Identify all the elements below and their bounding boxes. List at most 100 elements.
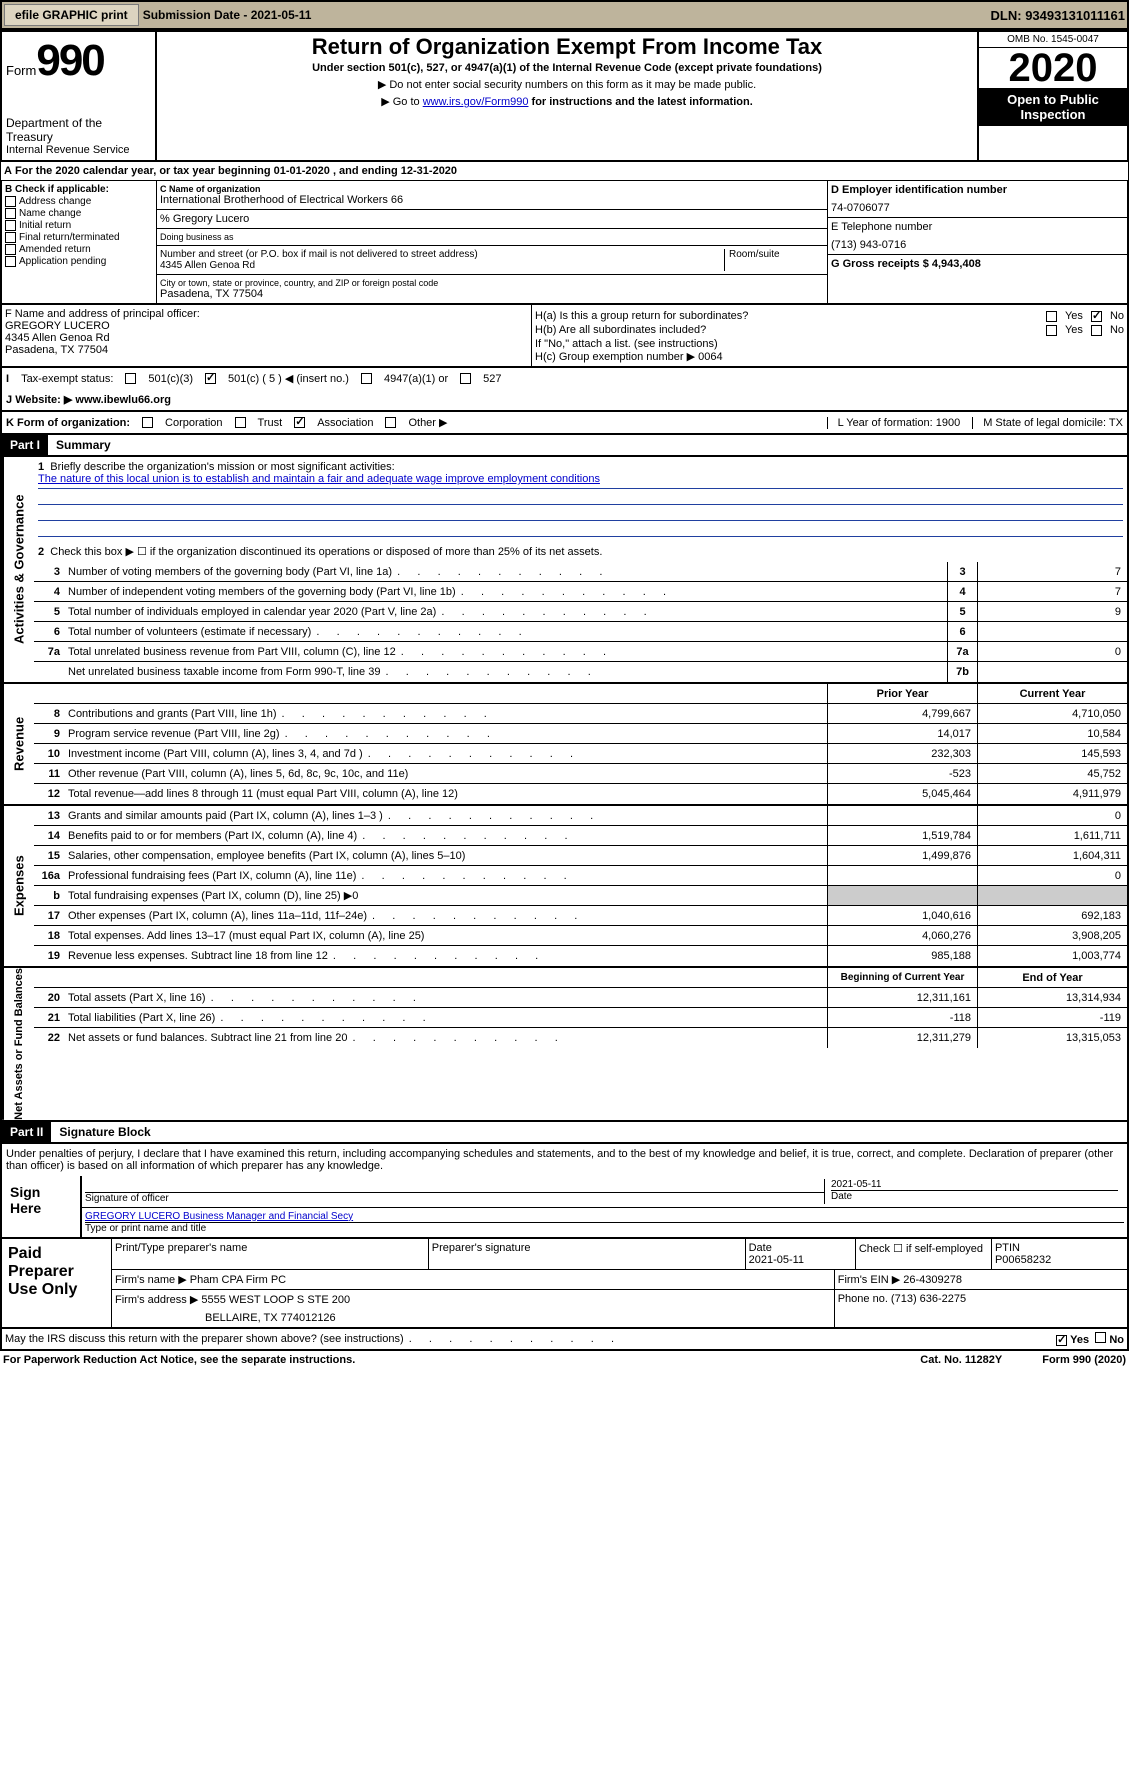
- firm-phone: Phone no. (713) 636-2275: [835, 1290, 1127, 1327]
- r20-end: 13,314,934: [977, 988, 1127, 1007]
- r19-current: 1,003,774: [977, 946, 1127, 966]
- r19-prior: 985,188: [827, 946, 977, 966]
- r13-prior: [827, 806, 977, 825]
- corp-checkbox[interactable]: [142, 417, 153, 428]
- phone-label: E Telephone number: [831, 221, 1124, 233]
- begin-year-header: Beginning of Current Year: [827, 968, 977, 987]
- officer-addr1: 4345 Allen Genoa Rd: [5, 332, 528, 344]
- part-i-header: Part I Summary: [0, 435, 1129, 457]
- section-fgh: F Name and address of principal officer:…: [0, 305, 1129, 368]
- dba-label: Doing business as: [160, 232, 824, 242]
- line-j: J Website: ▶ www.ibewlu66.org: [0, 389, 1129, 412]
- officer-label: F Name and address of principal officer:: [5, 308, 528, 320]
- org-name-label: C Name of organization: [160, 184, 824, 194]
- line-i: I Tax-exempt status: 501(c)(3) 501(c) ( …: [0, 368, 1129, 389]
- revenue-section: Revenue Prior YearCurrent Year 8Contribu…: [0, 684, 1129, 806]
- city-label: City or town, state or province, country…: [160, 278, 824, 288]
- side-expenses: Expenses: [2, 806, 34, 966]
- expenses-section: Expenses 13Grants and similar amounts pa…: [0, 806, 1129, 968]
- end-year-header: End of Year: [977, 968, 1127, 987]
- r8-prior: 4,799,667: [827, 704, 977, 723]
- r22-end: 13,315,053: [977, 1028, 1127, 1048]
- r20-begin: 12,311,161: [827, 988, 977, 1007]
- line3-label: Number of voting members of the governin…: [64, 564, 947, 580]
- other-checkbox[interactable]: [385, 417, 396, 428]
- goto-note: ▶ Go to www.irs.gov/Form990 for instruct…: [159, 95, 975, 108]
- org-name: International Brotherhood of Electrical …: [160, 194, 824, 206]
- ha-no-checkbox[interactable]: [1091, 311, 1102, 322]
- line4-label: Number of independent voting members of …: [64, 584, 947, 600]
- line6-value: [977, 622, 1127, 641]
- website: Website: ▶ www.ibewlu66.org: [15, 394, 171, 406]
- signature-block: Under penalties of perjury, I declare th…: [0, 1144, 1129, 1239]
- hb-yes-checkbox[interactable]: [1046, 325, 1057, 336]
- paid-preparer-label: Paid Preparer Use Only: [2, 1239, 112, 1327]
- ha-yes-checkbox[interactable]: [1046, 311, 1057, 322]
- firm-name: Firm's name ▶ Pham CPA Firm PC: [112, 1270, 835, 1289]
- r8-current: 4,710,050: [977, 704, 1127, 723]
- r21-begin: -118: [827, 1008, 977, 1027]
- r14-current: 1,611,711: [977, 826, 1127, 845]
- name-change-checkbox[interactable]: [5, 208, 16, 219]
- r17-current: 692,183: [977, 906, 1127, 925]
- discuss-no-checkbox[interactable]: [1095, 1332, 1106, 1343]
- officer-addr2: Pasadena, TX 77504: [5, 344, 528, 356]
- ha-label: H(a) Is this a group return for subordin…: [535, 310, 1038, 322]
- discuss-yes-checkbox[interactable]: [1056, 1335, 1067, 1346]
- r9-current: 10,584: [977, 724, 1127, 743]
- form-subtitle: Under section 501(c), 527, or 4947(a)(1)…: [159, 62, 975, 74]
- 4947-checkbox[interactable]: [361, 373, 372, 384]
- submission-date: Submission Date - 2021-05-11: [143, 8, 312, 22]
- form-header: Form 990 Department of the Treasury Inte…: [0, 30, 1129, 162]
- gross-receipts: G Gross receipts $ 4,943,408: [828, 255, 1127, 273]
- mission-text[interactable]: The nature of this local union is to est…: [38, 473, 600, 485]
- line7b-label: Net unrelated business taxable income fr…: [64, 664, 947, 680]
- 501c3-checkbox[interactable]: [125, 373, 136, 384]
- ein-label: D Employer identification number: [831, 184, 1124, 196]
- 527-checkbox[interactable]: [460, 373, 471, 384]
- self-employed-check: Check ☐ if self-employed: [856, 1239, 992, 1269]
- city-state-zip: Pasadena, TX 77504: [160, 288, 824, 300]
- r16a-prior: [827, 866, 977, 885]
- hb-no-checkbox[interactable]: [1091, 325, 1102, 336]
- line2-text: Check this box ▶ ☐ if the organization d…: [50, 546, 602, 558]
- r9-prior: 14,017: [827, 724, 977, 743]
- line5-value: 9: [977, 602, 1127, 621]
- assoc-checkbox[interactable]: [294, 417, 305, 428]
- address-change-checkbox[interactable]: [5, 196, 16, 207]
- form990-link[interactable]: www.irs.gov/Form990: [423, 96, 529, 108]
- sig-date-label: Date: [831, 1190, 1118, 1202]
- irs-label: Internal Revenue Service: [6, 144, 151, 156]
- 501c-checkbox[interactable]: [205, 373, 216, 384]
- r11-prior: -523: [827, 764, 977, 783]
- r10-prior: 232,303: [827, 744, 977, 763]
- box-b-label: B Check if applicable:: [5, 184, 153, 195]
- r12-current: 4,911,979: [977, 784, 1127, 804]
- line6-label: Total number of volunteers (estimate if …: [64, 624, 947, 640]
- care-of: % Gregory Lucero: [160, 213, 824, 225]
- sig-date-value: 2021-05-11: [831, 1179, 1118, 1190]
- amended-return-checkbox[interactable]: [5, 244, 16, 255]
- preparer-sig-header: Preparer's signature: [429, 1239, 746, 1269]
- initial-return-checkbox[interactable]: [5, 220, 16, 231]
- form-title: Return of Organization Exempt From Incom…: [159, 34, 975, 60]
- net-assets-section: Net Assets or Fund Balances Beginning of…: [0, 968, 1129, 1122]
- r15-prior: 1,499,876: [827, 846, 977, 865]
- trust-checkbox[interactable]: [235, 417, 246, 428]
- activities-governance: Activities & Governance 1 Briefly descri…: [0, 457, 1129, 684]
- r13-current: 0: [977, 806, 1127, 825]
- officer-name: GREGORY LUCERO: [5, 320, 528, 332]
- efile-print-button[interactable]: efile GRAPHIC print: [4, 4, 139, 26]
- perjury-statement: Under penalties of perjury, I declare th…: [2, 1144, 1127, 1176]
- application-pending-checkbox[interactable]: [5, 256, 16, 267]
- state-domicile: M State of legal domicile: TX: [972, 417, 1123, 429]
- part-ii-header: Part II Signature Block: [0, 1122, 1129, 1144]
- open-inspection: Open to Public Inspection: [979, 88, 1127, 126]
- r18-prior: 4,060,276: [827, 926, 977, 945]
- r10-current: 145,593: [977, 744, 1127, 763]
- final-return-checkbox[interactable]: [5, 232, 16, 243]
- r22-begin: 12,311,279: [827, 1028, 977, 1048]
- form-label: Form: [6, 63, 36, 78]
- firm-address: Firm's address ▶ 5555 WEST LOOP S STE 20…: [115, 1293, 831, 1306]
- dept-treasury: Department of the Treasury: [6, 116, 151, 144]
